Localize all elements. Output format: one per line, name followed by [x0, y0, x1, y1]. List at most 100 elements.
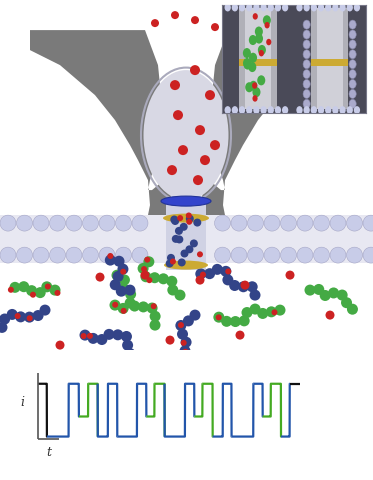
Circle shape — [337, 289, 348, 300]
Circle shape — [303, 40, 310, 49]
Circle shape — [105, 254, 116, 265]
Polygon shape — [271, 8, 276, 109]
Circle shape — [195, 276, 204, 285]
Circle shape — [326, 311, 335, 320]
Circle shape — [349, 40, 356, 49]
Circle shape — [245, 82, 253, 92]
Circle shape — [264, 22, 270, 28]
Circle shape — [175, 235, 184, 243]
Circle shape — [249, 53, 257, 63]
Circle shape — [40, 305, 50, 316]
Circle shape — [141, 271, 150, 279]
Polygon shape — [30, 30, 174, 230]
Circle shape — [173, 110, 183, 120]
Circle shape — [119, 275, 130, 286]
Circle shape — [138, 263, 148, 274]
Circle shape — [181, 250, 188, 257]
Circle shape — [303, 99, 310, 108]
Circle shape — [197, 252, 203, 257]
Circle shape — [332, 3, 339, 12]
Circle shape — [243, 58, 251, 68]
Circle shape — [99, 215, 115, 231]
Circle shape — [255, 26, 263, 36]
Circle shape — [347, 304, 358, 315]
Circle shape — [16, 215, 32, 231]
Circle shape — [231, 247, 247, 263]
Circle shape — [253, 87, 260, 97]
Circle shape — [363, 247, 373, 263]
Circle shape — [272, 309, 278, 315]
Polygon shape — [342, 8, 348, 109]
Circle shape — [253, 3, 260, 12]
Circle shape — [349, 20, 356, 29]
Circle shape — [255, 34, 263, 44]
Circle shape — [282, 106, 288, 114]
Circle shape — [167, 254, 175, 262]
Circle shape — [213, 312, 224, 323]
Circle shape — [303, 80, 310, 88]
Circle shape — [244, 60, 251, 70]
Circle shape — [200, 272, 206, 277]
Ellipse shape — [161, 196, 211, 206]
Circle shape — [112, 302, 118, 308]
Circle shape — [248, 215, 263, 231]
Circle shape — [347, 247, 363, 263]
Circle shape — [96, 334, 107, 345]
Circle shape — [226, 13, 234, 21]
Circle shape — [332, 106, 339, 114]
Circle shape — [225, 268, 231, 275]
Circle shape — [303, 30, 310, 39]
Circle shape — [222, 275, 233, 286]
Circle shape — [88, 333, 99, 344]
Circle shape — [147, 302, 157, 313]
Circle shape — [66, 215, 82, 231]
Circle shape — [257, 75, 265, 85]
Circle shape — [264, 215, 280, 231]
Ellipse shape — [144, 70, 229, 200]
Circle shape — [158, 273, 169, 284]
Circle shape — [82, 215, 98, 231]
Circle shape — [175, 227, 183, 235]
Circle shape — [15, 313, 21, 319]
Circle shape — [225, 106, 231, 114]
Circle shape — [349, 50, 356, 59]
Circle shape — [166, 260, 174, 267]
Circle shape — [195, 268, 206, 279]
Circle shape — [349, 99, 356, 108]
Circle shape — [341, 297, 352, 308]
Circle shape — [112, 270, 122, 281]
Circle shape — [318, 106, 324, 114]
Circle shape — [33, 215, 49, 231]
Circle shape — [186, 215, 194, 223]
Circle shape — [363, 215, 373, 231]
Text: t: t — [46, 446, 51, 459]
Circle shape — [303, 70, 310, 79]
Circle shape — [347, 215, 363, 231]
Circle shape — [191, 16, 199, 24]
Circle shape — [178, 258, 186, 266]
Circle shape — [113, 256, 125, 267]
Polygon shape — [199, 30, 342, 230]
Circle shape — [189, 310, 201, 321]
Circle shape — [313, 215, 329, 231]
Circle shape — [9, 282, 21, 293]
Circle shape — [214, 247, 231, 263]
Circle shape — [253, 95, 258, 102]
Circle shape — [339, 3, 346, 12]
Circle shape — [178, 145, 188, 155]
Polygon shape — [0, 215, 373, 263]
Circle shape — [45, 284, 51, 289]
Circle shape — [186, 219, 192, 225]
Circle shape — [15, 312, 26, 323]
Circle shape — [112, 329, 123, 340]
Circle shape — [347, 106, 353, 114]
Circle shape — [177, 215, 183, 221]
Circle shape — [179, 346, 191, 357]
Circle shape — [118, 283, 129, 294]
Circle shape — [303, 89, 310, 98]
Circle shape — [349, 30, 356, 39]
Circle shape — [0, 247, 16, 263]
Circle shape — [170, 80, 180, 90]
Circle shape — [220, 266, 231, 277]
Circle shape — [285, 271, 295, 279]
